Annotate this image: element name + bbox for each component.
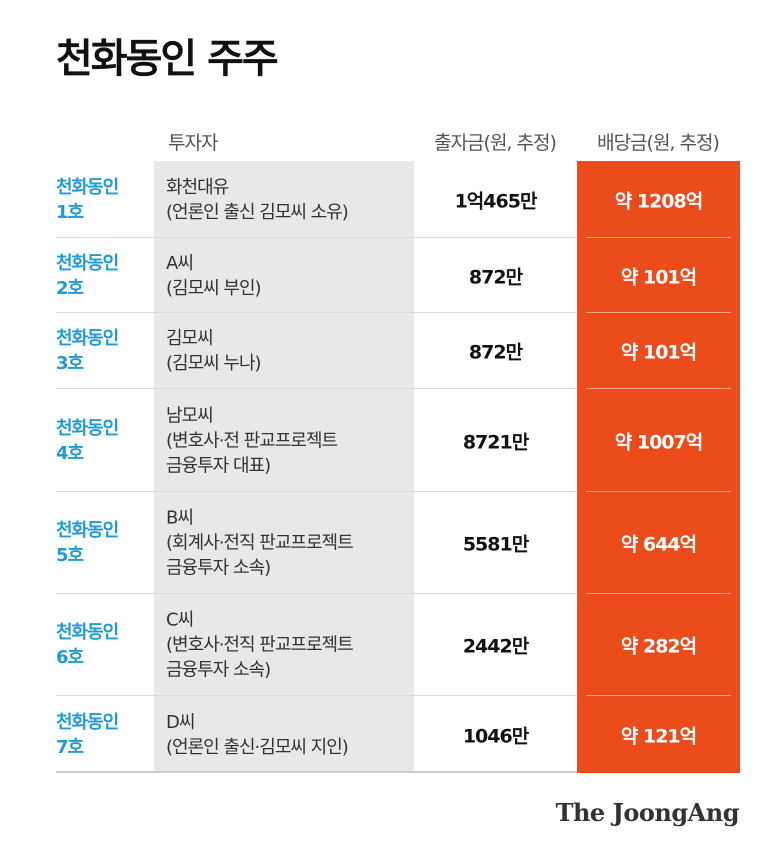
investment-cell: 1046만 [462,725,529,747]
row-divider [586,593,731,594]
dividend-cell: 약 1208억 [614,190,703,212]
row-divider [56,237,577,238]
investor-cell: D씨 (언론인 출신·김모씨 지인) [166,711,349,758]
row-divider [56,695,577,696]
dividend-cell: 약 1007억 [614,431,703,453]
table-row: 천화동인 7호 D씨 (언론인 출신·김모씨 지인) 1046만 약 121억 [56,696,740,773]
shareholder-name: 천화동인 1호 [56,176,119,223]
investor-cell: B씨 (회계사·전직 판교프로젝트 금융투자 소속) [166,507,354,579]
shareholder-name: 천화동인 2호 [56,252,119,299]
table-row: 천화동인 2호 A씨 (김모씨 부인) 872만 약 101억 [56,238,740,313]
investor-cell: 화천대유 (언론인 출신 김모씨 소유) [166,176,349,223]
header-investment: 출자금(원, 추정) [434,132,557,154]
header-dividend: 배당금(원, 추정) [597,132,720,154]
investment-cell: 872만 [468,266,523,288]
dividend-cell: 약 644억 [620,533,697,556]
investment-cell: 2442만 [462,635,529,658]
shareholder-name: 천화동인 4호 [56,417,119,464]
table-row: 천화동인 3호 김모씨 (김모씨 누나) 872만 약 101억 [56,313,740,389]
investor-cell: 남모씨 (변호사·전 판교프로젝트 금융투자 대표) [166,405,338,476]
row-divider [586,312,731,313]
table-row: 천화동인 1호 화천대유 (언론인 출신 김모씨 소유) 1억465만 약 1208… [56,161,740,238]
investor-column-background [154,161,414,773]
table-row: 천화동인 4호 남모씨 (변호사·전 판교프로젝트 금융투자 대표) 8721만 약 … [56,389,740,492]
row-divider [586,695,731,696]
dividend-column-background [577,161,740,773]
investor-cell: 김모씨 (김모씨 누나) [166,328,262,374]
shareholder-name: 천화동인 7호 [56,711,119,758]
shareholder-name: 천화동인 5호 [56,520,119,566]
investment-cell: 5581만 [462,533,529,556]
shareholder-table: 천화동인 1호 화천대유 (언론인 출신 김모씨 소유) 1억465만 약 1208… [56,161,740,773]
dividend-cell: 약 101억 [620,341,697,364]
page-title: 천화동인 주주 [56,36,279,82]
table-row: 천화동인 5호 B씨 (회계사·전직 판교프로젝트 금융투자 소속) 5581만 약 … [56,492,740,594]
row-divider [586,237,731,238]
header-investor: 투자자 [168,132,218,154]
investor-cell: A씨 (김모씨 부인) [166,252,262,299]
investor-cell: C씨 (변호사·전직 판교프로젝트 금융투자 소속) [166,609,354,681]
row-divider [586,491,731,492]
row-divider [56,388,577,389]
row-divider [586,388,731,389]
dividend-cell: 약 121억 [620,725,697,747]
row-divider [56,593,577,594]
investment-cell: 8721만 [462,431,529,453]
row-divider [56,312,577,313]
publisher-logo: The JoongAng [555,798,740,827]
shareholder-name: 천화동인 6호 [56,622,119,668]
shareholder-name: 천화동인 3호 [56,328,119,374]
dividend-cell: 약 282억 [620,635,697,658]
table-row: 천화동인 6호 C씨 (변호사·전직 판교프로젝트 금융투자 소속) 2442만 약 … [56,594,740,696]
investment-cell: 872만 [468,341,523,364]
investment-cell: 1억465만 [454,190,538,212]
row-divider [56,491,577,492]
row-divider [56,771,577,773]
dividend-cell: 약 101억 [620,266,697,288]
